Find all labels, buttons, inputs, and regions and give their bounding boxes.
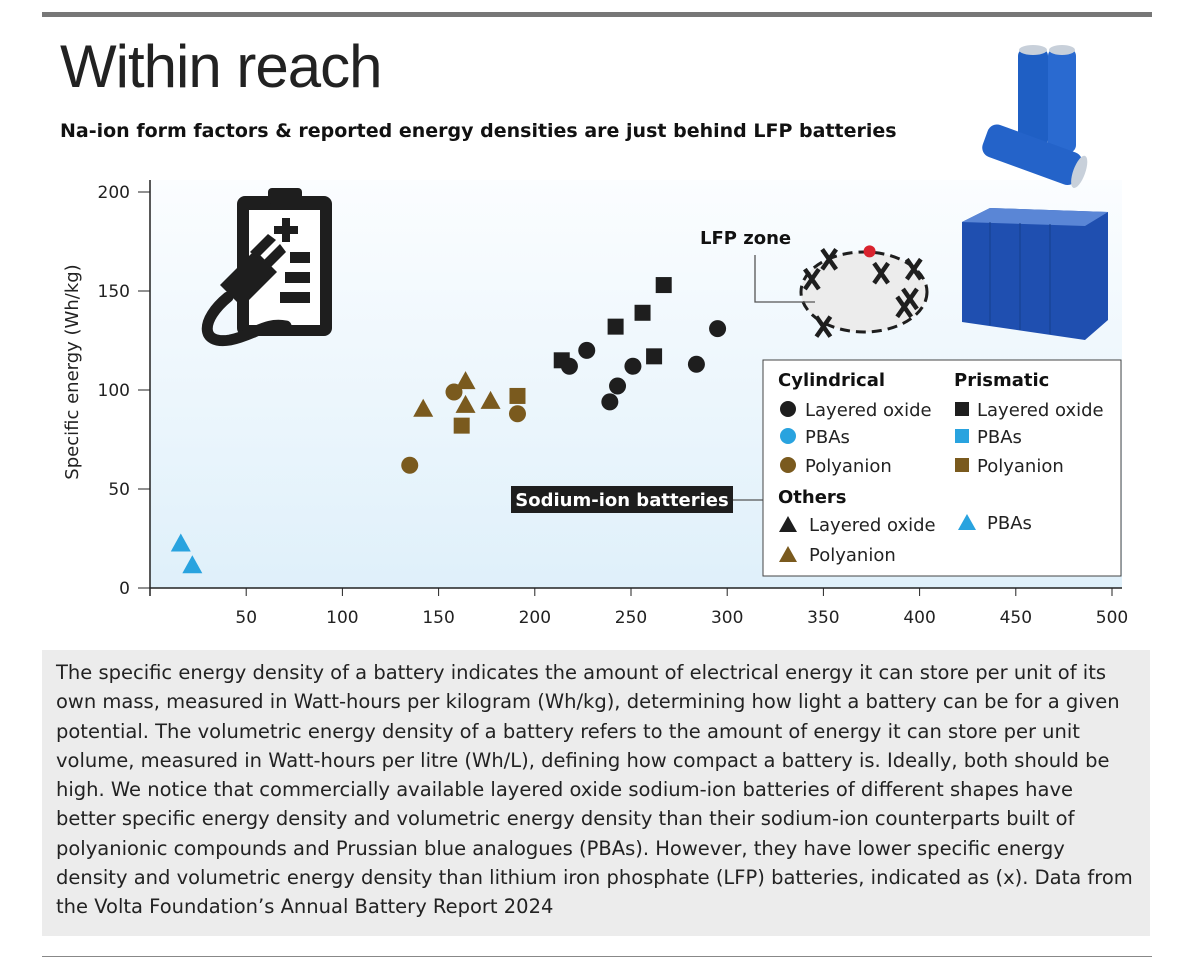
legend-cyl-polyanion: Polyanion — [805, 456, 892, 477]
point-cylindrical-polyanion — [401, 456, 419, 474]
lfp-zone-leader — [754, 255, 815, 303]
clipboard-plug-icon — [201, 188, 332, 347]
x-tick-label: 400 — [903, 608, 935, 628]
point-cylindrical-layered-oxide — [709, 320, 727, 338]
battery-illustration — [962, 45, 1108, 340]
point-lfp-lfp — [895, 295, 914, 319]
sodium-ion-label-bg — [511, 486, 733, 513]
x-tick-label: 150 — [422, 608, 454, 628]
point-prismatic-layered-oxide — [607, 318, 624, 335]
x-tick-label: 50 — [235, 608, 257, 628]
legend-pri-layered-marker — [955, 402, 969, 416]
scatter-chart: 50 100 150 200 250 300 350 400 450 500 0 50 100 150 20… — [62, 45, 1128, 628]
y-tick-label: 100 — [98, 381, 130, 401]
y-tick-label: 0 — [119, 579, 130, 599]
point-others-polyanion — [480, 390, 501, 409]
x-tick-label: 450 — [1000, 608, 1032, 628]
legend-pri-pbas-marker — [955, 429, 969, 443]
legend-cyl-layered: Layered oxide — [805, 400, 932, 421]
page-subtitle: Na-ion form factors & reported energy de… — [60, 120, 897, 142]
legend-others-heading: Others — [778, 487, 847, 508]
point-cylindrical-layered-oxide — [624, 357, 642, 375]
lfp-zone-label: LFP zone — [700, 228, 791, 249]
point-others-pbas — [170, 533, 191, 552]
legend-cyl-pbas: PBAs — [805, 427, 850, 448]
legend-cyl-pbas-marker — [780, 428, 796, 444]
legend-pri-polyanion: Polyanion — [977, 456, 1064, 477]
point-others-polyanion — [413, 398, 434, 417]
x-tick-label: 500 — [1096, 608, 1128, 628]
top-rule — [42, 12, 1152, 17]
sodium-ion-label: Sodium-ion batteries — [515, 490, 728, 511]
point-lfp-lfp — [803, 267, 821, 291]
y-tick-label: 200 — [98, 183, 130, 203]
point-cylindrical-polyanion — [508, 405, 526, 423]
point-prismatic-polyanion — [509, 387, 526, 404]
point-prismatic-layered-oxide — [634, 304, 651, 321]
point-cylindrical-layered-oxide — [609, 377, 627, 395]
legend-cyl-polyanion-marker — [780, 457, 796, 473]
legend-pri-pbas: PBAs — [977, 427, 1022, 448]
point-prismatic-layered-oxide — [553, 352, 570, 369]
point-lfp-lfp — [814, 315, 833, 338]
point-lfp-lfp — [820, 248, 839, 271]
legend-oth-polyanion-marker — [779, 546, 797, 562]
legend-cyl-layered-marker — [780, 401, 796, 417]
legend-oth-layered: Layered oxide — [809, 515, 936, 536]
legend-pri-polyanion-marker — [955, 458, 969, 472]
point-lfp-lfp-highlight — [863, 245, 876, 258]
legend-oth-pbas-marker — [958, 514, 976, 530]
point-prismatic-layered-oxide — [646, 348, 663, 365]
caption-text: The specific energy density of a battery… — [42, 650, 1150, 936]
legend-prismatic-heading: Prismatic — [954, 370, 1049, 391]
legend-oth-layered-marker — [779, 516, 797, 532]
point-cylindrical-layered-oxide — [601, 393, 619, 411]
page-title: Within reach — [60, 33, 382, 100]
point-others-pbas — [182, 555, 203, 574]
bottom-rule — [42, 956, 1152, 957]
legend-oth-pbas: PBAs — [987, 513, 1032, 534]
legend-pri-layered: Layered oxide — [977, 400, 1104, 421]
x-tick-label: 100 — [326, 608, 358, 628]
point-others-polyanion — [455, 394, 476, 413]
point-lfp-lfp — [904, 257, 923, 281]
y-axis-label: Specific energy (Wh/kg) — [62, 264, 83, 479]
x-tick-label: 300 — [711, 608, 743, 628]
x-tick-label: 350 — [807, 608, 839, 628]
x-tick-label: 250 — [615, 608, 647, 628]
x-tick-label: 200 — [519, 608, 551, 628]
point-lfp-lfp — [872, 261, 890, 285]
y-tick-label: 50 — [108, 480, 130, 500]
legend-oth-polyanion: Polyanion — [809, 545, 896, 566]
point-prismatic-polyanion — [453, 417, 470, 434]
point-cylindrical-layered-oxide — [687, 355, 705, 373]
point-others-polyanion — [455, 371, 476, 390]
legend-cylindrical-heading: Cylindrical — [778, 370, 885, 391]
legend: Cylindrical Prismatic Layered oxide PBAs… — [762, 359, 1122, 577]
y-tick-label: 150 — [98, 282, 130, 302]
point-prismatic-layered-oxide — [655, 277, 672, 294]
point-cylindrical-layered-oxide — [578, 341, 596, 359]
